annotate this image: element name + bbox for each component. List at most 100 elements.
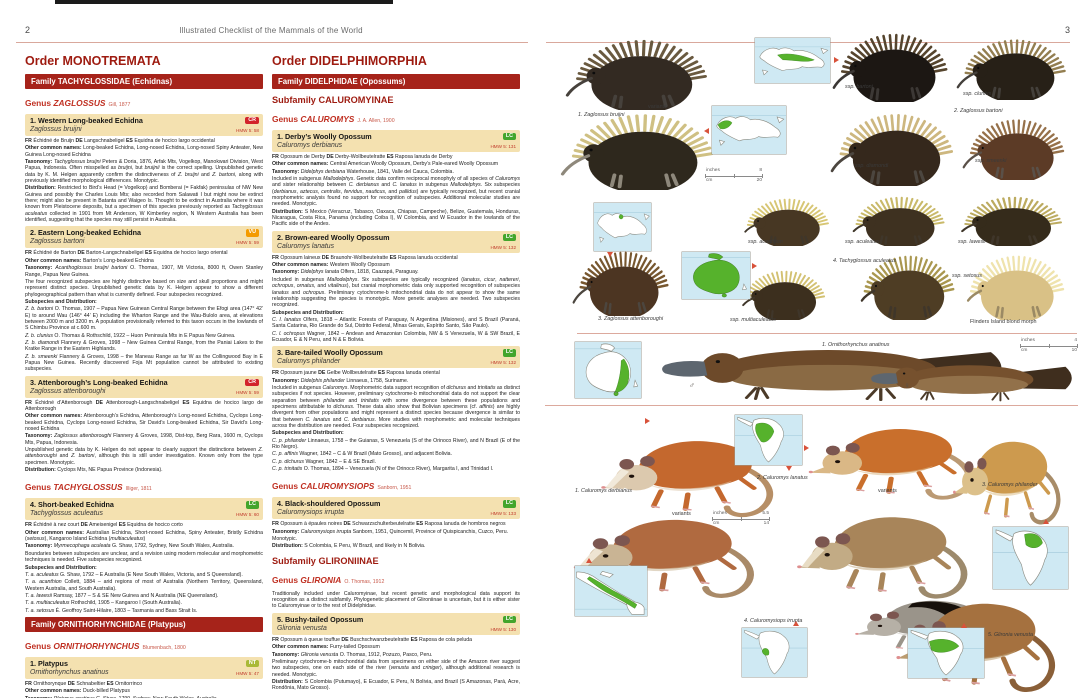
species-paragraph: Subspecies and Distribution: [272, 430, 344, 437]
species-paragraph: Distribution: S Mexico (Veracruz, Tabasc… [272, 208, 520, 228]
species-paragraph: Taxonomy: Glironia venusta O. Thomas, 19… [272, 651, 433, 658]
iucn-status-badge: CR [245, 117, 259, 125]
genus-name: ORNITHORHYNCHUS [53, 640, 140, 651]
map-arrow-up [1043, 519, 1049, 524]
species-common-name: 2. Brown-eared Woolly Opossum [277, 232, 390, 242]
map-arrow-right [645, 418, 650, 424]
species-paragraph: C. l. ochropus Wagner, 1842 – Andean and… [272, 330, 520, 343]
plate-label: 4. Caluromysiops irrupta [744, 618, 803, 624]
hmw-reference: HMW 5: 131 [490, 144, 516, 149]
genus-author: J. A. Allen, 1900 [357, 118, 395, 124]
range-map-zaglossus-bartoni [755, 38, 830, 83]
genus-word: Genus [272, 574, 301, 585]
species-paragraph: Other common names: Central American Woo… [272, 161, 499, 168]
caluromys-lanatus-variant-2-illustration [786, 486, 992, 606]
genus-name: CALUROMYSIOPS [300, 481, 375, 492]
order-heading: Order DIDELPHIMORPHIA [272, 54, 427, 68]
female-symbol: ♀ [904, 381, 910, 390]
genus-word: Genus [25, 98, 54, 108]
map-arrow-up [961, 623, 967, 628]
iucn-status-badge: LC [502, 233, 516, 242]
tachyglossus-aculeatus-ssp-aculeatus-illustration [848, 194, 950, 246]
map-arrow-right [752, 263, 757, 269]
genus-author: Illiger, 1811 [125, 486, 152, 493]
male-symbol: ♂ [689, 381, 695, 390]
genus-author: Blumenbach, 1800 [142, 644, 186, 651]
species-header: 4. Short-beaked Echidna Tachyglossus acul… [25, 498, 263, 521]
genus-author: Gill, 1877 [108, 102, 131, 108]
species-common-name: 2. Eastern Long-beaked Echidna [30, 228, 142, 238]
hmw-reference: HMW 5: 47 [236, 670, 259, 676]
species-paragraph: C. p. dichurus Wagner, 1842 – E & SE Bra… [272, 458, 376, 465]
genus-heading: Genus ORNITHORHYNCHUS Blumenbach, 1800 [25, 636, 263, 654]
range-map-ornithorhynchus-anatinus [575, 342, 641, 398]
genus-heading: Genus CALUROMYSIOPS Sanborn, 1951 [272, 476, 520, 494]
range-map-zaglossus-bruijni [712, 106, 786, 154]
species-common-name: 4. Short-beaked Echidna [30, 500, 114, 510]
species-scientific-name: Glironia venusta [277, 624, 327, 632]
family-bar: Family DIDELPHIDAE (Opossums) [272, 74, 520, 89]
species-paragraph: C. p. trinitatis O. Thomas, 1894 – Venez… [272, 466, 494, 473]
map-arrow-right [834, 57, 839, 63]
plate-label: variants [878, 488, 897, 494]
genus-heading: Genus CALUROMYS J. A. Allen, 1900 [272, 109, 520, 127]
species-paragraph: FR Opossum de Derby DE Derby-Wollbeutelr… [272, 154, 453, 160]
species-paragraph: Unpublished genetic data by K. Helgen do… [25, 447, 263, 466]
order-heading: Order MONOTREMATA [25, 54, 161, 68]
species-paragraph: Taxonomy: Tachyglossus bruijni Peters & … [25, 159, 263, 185]
species-paragraph: Distribution: Restricted to Bird’s Head … [25, 185, 263, 224]
species-paragraph: Z. b. smeenki Flannery & Groves, 1998 – … [25, 353, 263, 373]
tachyglossus-aculeatus-flinders-island-blond-morph-illustration [962, 252, 1070, 320]
plate-label: 1. Caluromys derbianus [575, 488, 632, 494]
species-paragraph: Z. b. diamondi Flannery & Groves, 1998 –… [25, 339, 263, 353]
species-paragraph: Distribution: Cyclops Mts, NE Papua Prov… [25, 467, 163, 474]
section-divider [545, 405, 1078, 406]
species-paragraph: Included in subgenus Mallodelphys. Six s… [272, 276, 520, 309]
iucn-status-badge: LC [502, 615, 516, 624]
species-paragraph: C. p. philander Linnaeus, 1758 – the Gui… [272, 437, 520, 451]
species-paragraph: Taxonomy: Didelphys derbiana Waterhouse,… [272, 168, 454, 175]
species-common-name: 3. Attenborough’s Long-beaked Echidna [30, 377, 168, 387]
map-arrow-down [607, 252, 613, 257]
species-paragraph: Distribution: S Colombia, E Peru, W Braz… [272, 543, 426, 550]
family-bar: Family ORNITHORHYNCHIDAE (Platypus) [25, 616, 263, 632]
right-page-number: 3 [1064, 25, 1070, 35]
species-paragraph: T. a. multiaculeatus Rothschild, 1905 – … [25, 600, 182, 607]
plate-label: ssp. aculeatus [845, 239, 880, 245]
genus-word: Genus [25, 482, 54, 493]
column-monotremata: Order MONOTREMATA Family TACHYGLOSSIDAE (… [25, 52, 263, 698]
species-header: 5. Bushy-tailed Opossum Glironia venusta L… [272, 612, 520, 635]
species-paragraph: Other common names: Barton’s Long-beaked… [25, 257, 154, 264]
hmw-reference: HMW 5: 130 [490, 626, 516, 632]
species-header: 3. Bare-tailed Woolly Opossum Caluromys p… [272, 346, 520, 369]
species-common-name: 5. Bushy-tailed Opossum [277, 614, 364, 624]
species-paragraph: Monotypic. [272, 536, 298, 543]
species-paragraph: C. p. affinis Wagner, 1842 – C & W Brazi… [272, 451, 453, 458]
species-paragraph: FR Ornithorynque DE Schnabeltier ES Orni… [25, 680, 143, 687]
caluromys-derbianus-variant-1-illustration [590, 412, 798, 524]
zaglossus-attenboroughi-illustration [572, 248, 674, 316]
species-paragraph: FR Opossum à épaules noires DE Schwarzsc… [272, 521, 506, 528]
species-paragraph: Other common names: Duck-billed Platypus [25, 688, 130, 695]
range-map-tachyglossus-aculeatus [682, 252, 750, 299]
genus-heading: Genus GLIRONIA O. Thomas, 1912 [272, 570, 520, 588]
iucn-status-badge: CR [245, 378, 259, 387]
hmw-reference: HMW 5: 132 [490, 244, 516, 250]
hmw-reference: HMW 5: 132 [490, 360, 516, 366]
map-arrow-down [786, 466, 792, 471]
species-paragraph: The four recognized subspecies are highl… [25, 278, 263, 298]
map-arrow-left [704, 128, 709, 134]
species-header: 2. Eastern Long-beaked Echidna Zaglossus … [25, 226, 263, 249]
genus-word: Genus [272, 114, 301, 124]
scale-bar: inches 8 cm 20 [705, 168, 763, 184]
range-map-caluromysiops-irrupta [742, 628, 807, 677]
species-scientific-name: Caluromys lanatus [277, 242, 335, 250]
species-paragraph: Included in subgenus Mallodelphys. Genet… [272, 176, 520, 208]
hmw-reference: HMW 5: 133 [490, 511, 516, 517]
iucn-status-badge: LC [502, 133, 516, 141]
range-map-zaglossus-attenboroughi [594, 203, 651, 251]
zaglossus-bartoni-ssp-smeenki-illustration [962, 116, 1070, 180]
species-paragraph: Preliminary cytochrome-b mitochondrial d… [272, 658, 520, 678]
species-paragraph: T. a. acanthion Collett, 1884 – arid reg… [25, 579, 263, 592]
